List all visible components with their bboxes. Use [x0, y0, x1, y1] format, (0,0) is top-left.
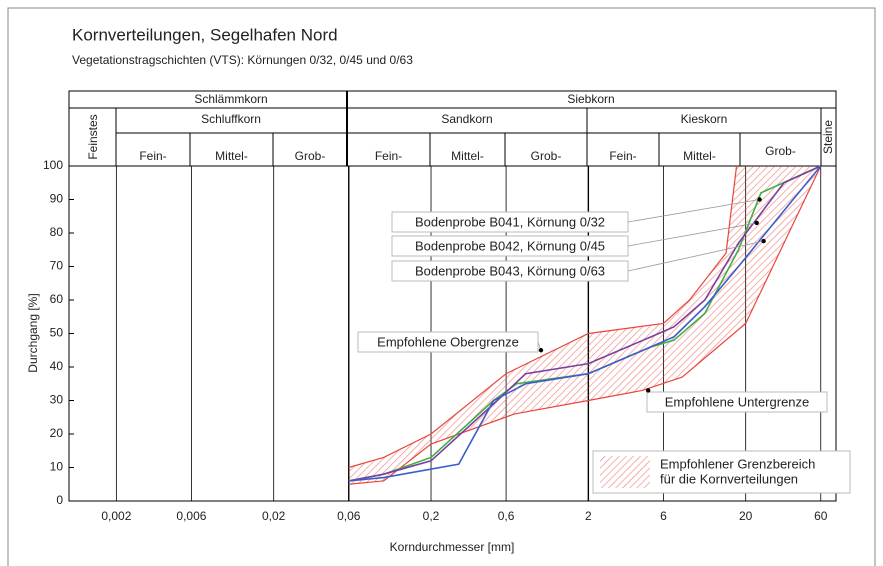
label-point — [754, 220, 759, 226]
header-subdivision: Grob- — [531, 149, 562, 163]
x-tick-label: 0,06 — [337, 509, 361, 523]
leader-line — [627, 240, 764, 272]
header-subdivision: Fein- — [609, 149, 636, 163]
header-cell: Steine — [821, 120, 835, 154]
y-tick-label: 80 — [50, 225, 64, 239]
chart-title: Kornverteilungen, Segelhafen Nord — [72, 25, 338, 44]
label-box — [391, 235, 629, 257]
y-tick-label: 20 — [50, 426, 64, 440]
x-tick-label: 0,002 — [101, 509, 131, 523]
label-box — [391, 211, 629, 233]
label-point — [757, 197, 762, 202]
chart-subtitle: Vegetationstragschichten (VTS): Körnunge… — [72, 53, 413, 67]
y-tick-label: 60 — [50, 292, 64, 306]
y-tick-label: 70 — [50, 259, 64, 273]
series-label: Bodenprobe B041, Körnung 0/32 — [415, 214, 605, 229]
header-cell: Schlämmkorn — [194, 92, 267, 106]
x-axis-label: Korndurchmesser [mm] — [390, 540, 515, 554]
y-tick-label: 90 — [50, 192, 64, 206]
x-tick-label: 60 — [814, 509, 828, 523]
label-point — [761, 238, 766, 244]
label-box — [357, 331, 539, 353]
y-tick-label: 0 — [56, 493, 63, 507]
header: Schlämmkorn Siebkorn Schluffkorn Sandkor… — [68, 90, 837, 502]
y-tick-label: 50 — [50, 326, 64, 340]
y-tick-label: 40 — [50, 359, 64, 373]
header-subdivision: Mittel- — [451, 149, 484, 163]
y-tick-label: 10 — [50, 460, 64, 474]
legend-swatch — [600, 456, 650, 488]
x-tick-label: 6 — [660, 509, 667, 523]
y-tick-label: 100 — [43, 158, 63, 172]
x-tick-label: 2 — [585, 509, 592, 523]
y-axis-label: Durchgang [%] — [26, 293, 40, 372]
legend-label: Empfohlener Grenzbereich — [660, 456, 815, 471]
series-label: Bodenprobe B043, Körnung 0/63 — [415, 263, 605, 278]
label-box — [391, 260, 629, 282]
header-subdivision: Mittel- — [215, 149, 248, 163]
x-tick-label: 20 — [739, 509, 753, 523]
label-point — [538, 348, 544, 353]
series-line — [348, 165, 822, 482]
frame — [7, 7, 876, 566]
series-label: Empfohlene Untergrenze — [665, 394, 810, 409]
legend-label: für die Kornverteilungen — [660, 471, 798, 486]
x-tick-label: 0,6 — [498, 509, 515, 523]
x-tick-label: 0,02 — [262, 509, 286, 523]
header-cell: Sandkorn — [441, 112, 492, 126]
series-label: Bodenprobe B042, Körnung 0/45 — [415, 238, 605, 253]
y-tick-label: 30 — [50, 393, 64, 407]
label-box — [646, 391, 828, 413]
x-tick-label: 0,2 — [423, 509, 440, 523]
series-line — [348, 165, 738, 469]
header-cell: Feinstes — [86, 114, 100, 159]
leader-line — [627, 199, 760, 223]
header-subdivision: Grob- — [765, 144, 796, 158]
series-line — [348, 165, 822, 482]
header-cell: Siebkorn — [567, 92, 614, 106]
header-cell: Schluffkorn — [201, 112, 261, 126]
header-cell: Kieskorn — [681, 112, 728, 126]
leader-line — [627, 222, 757, 247]
header-subdivision: Grob- — [295, 149, 326, 163]
series-label: Empfohlene Obergrenze — [377, 334, 519, 349]
label-point — [645, 388, 651, 393]
header-subdivision: Fein- — [375, 149, 402, 163]
header-subdivision: Fein- — [139, 149, 166, 163]
header-subdivision: Mittel- — [683, 149, 716, 163]
x-tick-label: 0,006 — [176, 509, 206, 523]
